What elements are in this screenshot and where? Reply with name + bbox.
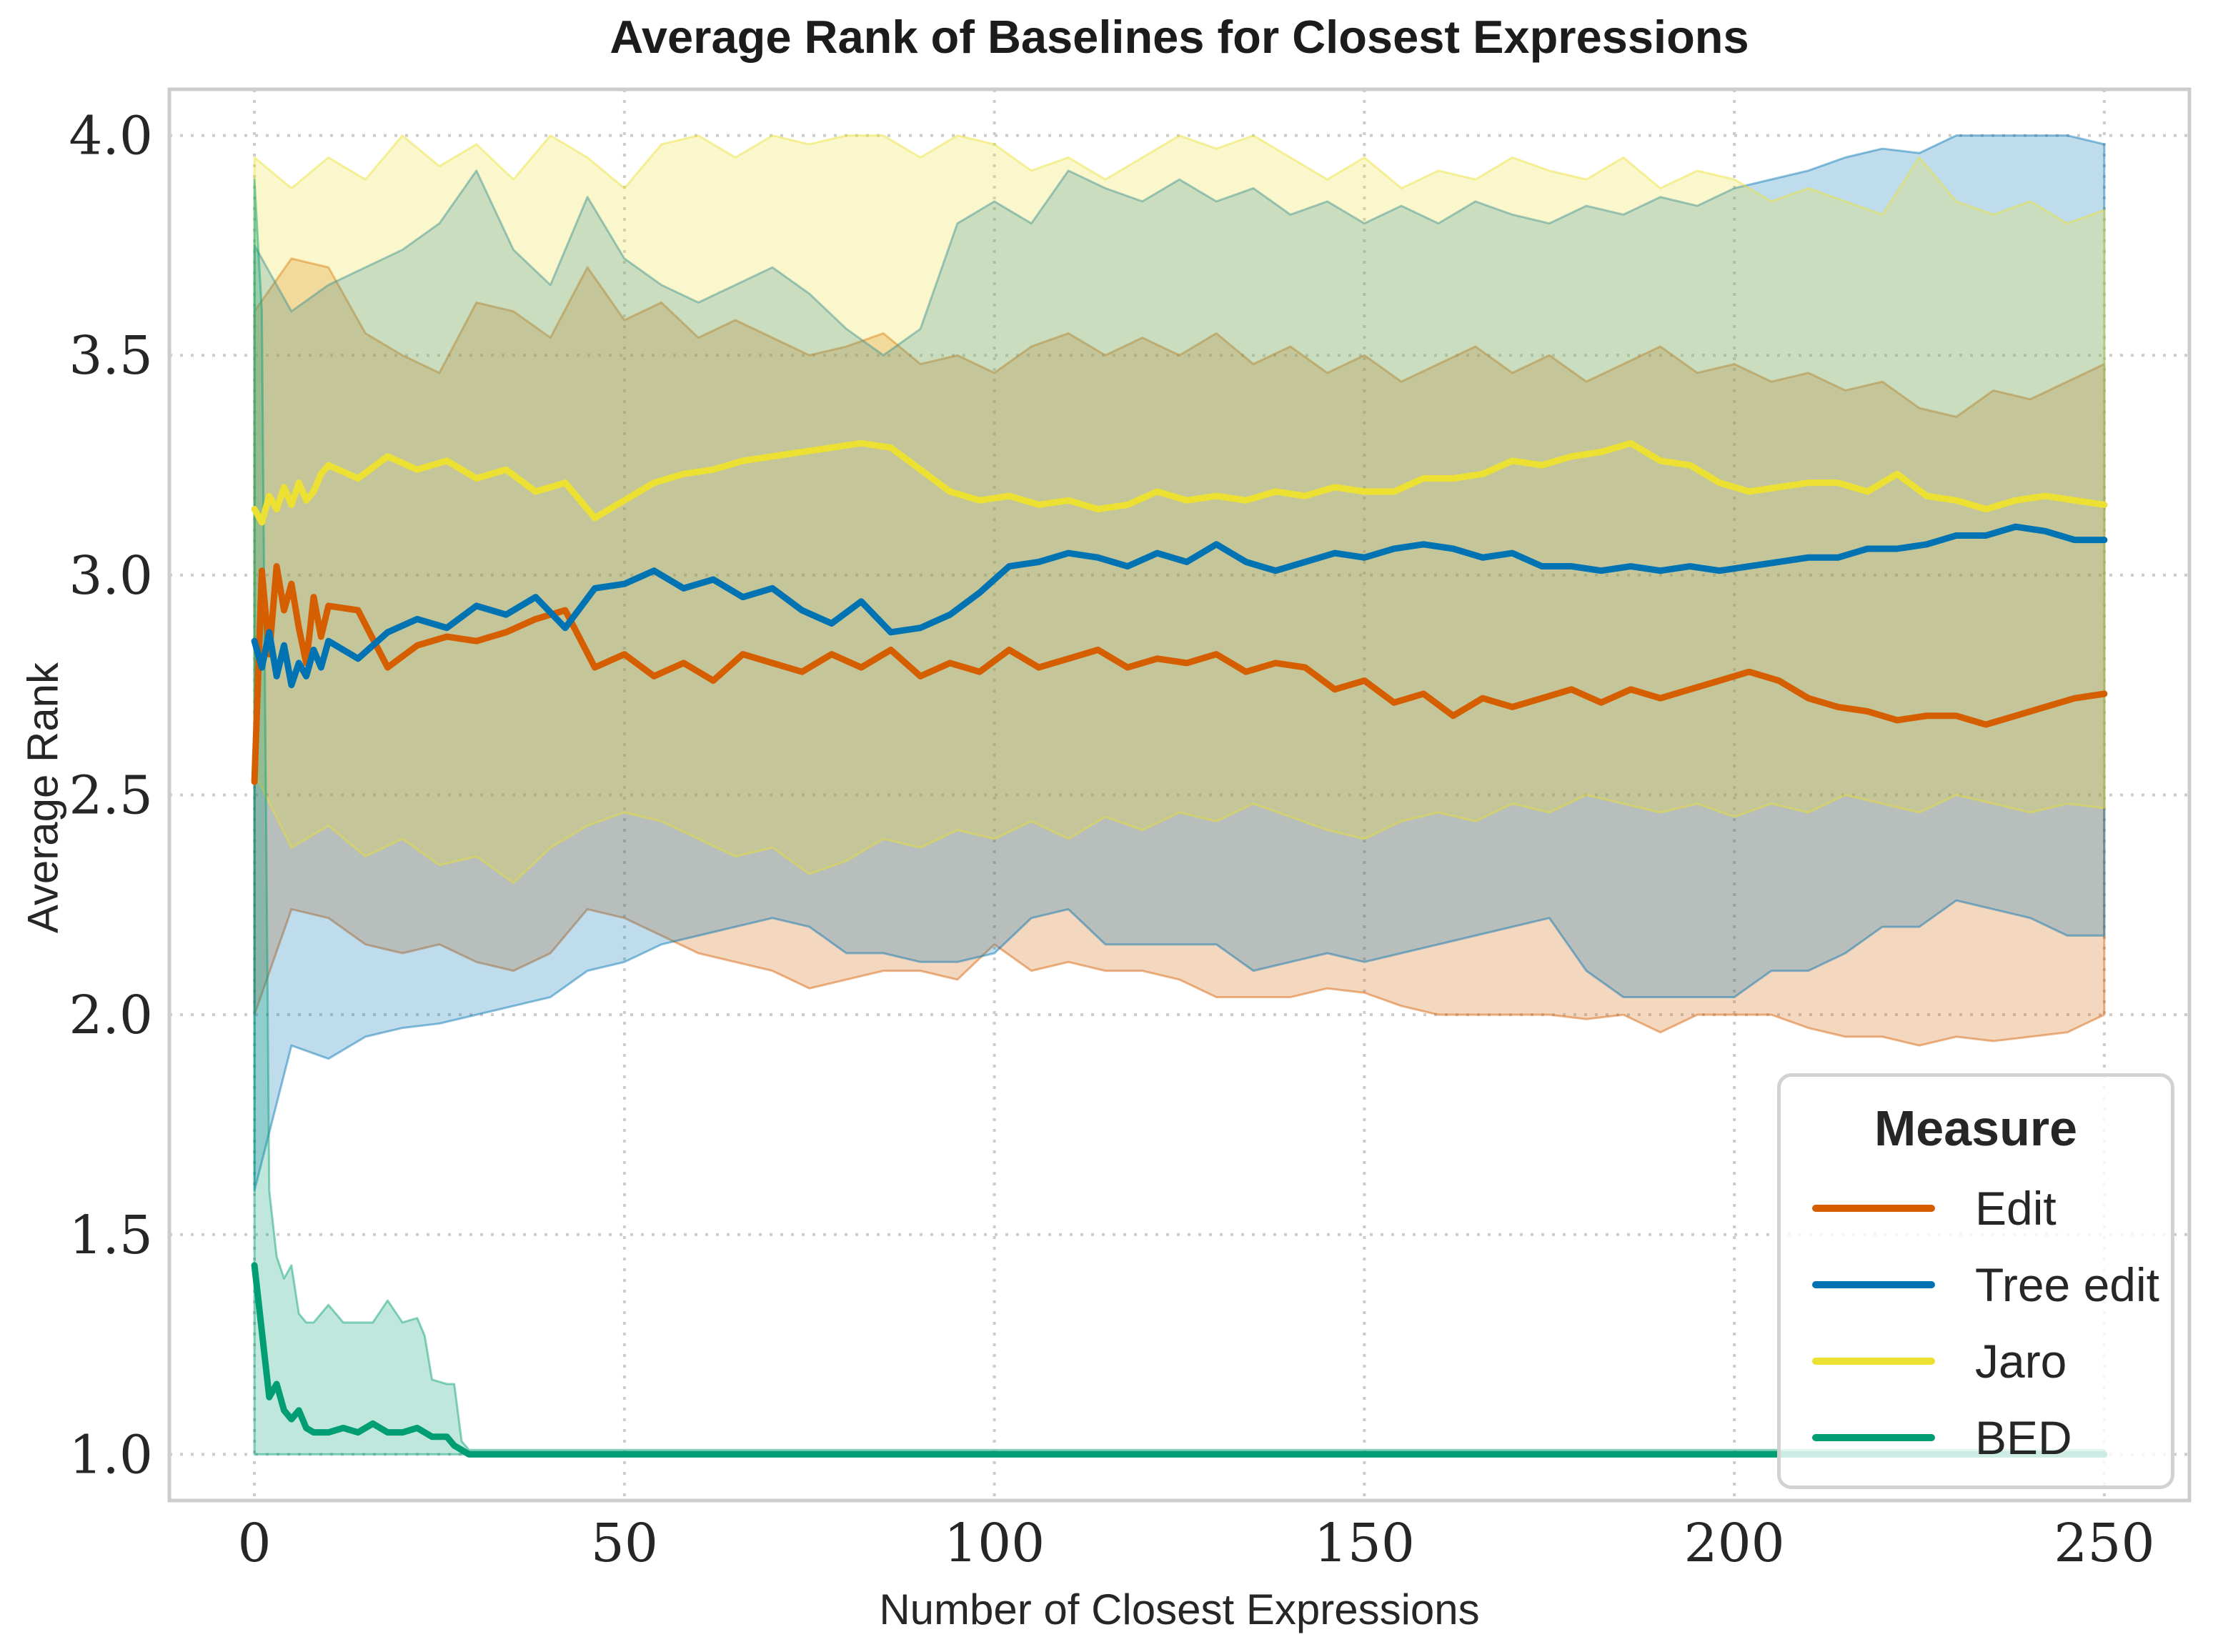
legend-rows: Edit Tree edit Jaro BED (1781, 1170, 2171, 1476)
y-tick-label: 2.0 (69, 985, 153, 1046)
x-tick-label: 150 (1314, 1513, 1415, 1574)
y-tick-label: 1.5 (69, 1205, 153, 1266)
legend-item-bed: BED (1781, 1399, 2171, 1476)
y-tick-label: 3.0 (69, 545, 153, 607)
confidence-bands (253, 134, 2106, 1456)
line-edit (251, 563, 2108, 785)
legend-item-jaro: Jaro (1781, 1323, 2171, 1399)
x-tick-label: 200 (1684, 1513, 1785, 1574)
legend-item-label: BED (1975, 1410, 2072, 1464)
line-tree-edit (251, 523, 2108, 689)
legend-item-label: Tree edit (1975, 1258, 2160, 1311)
legend-item-edit: Edit (1781, 1170, 2171, 1246)
band-edit (253, 257, 2106, 1047)
legend-line-swatch (1812, 1204, 1935, 1212)
y-tick-labels: 1.0 1.5 2.0 2.5 3.0 3.5 4.0 (69, 106, 153, 1486)
y-tick-label: 4.0 (69, 106, 153, 167)
y-tick-label: 2.5 (69, 765, 153, 827)
line-bed (251, 1262, 2108, 1458)
y-tick-label: 3.5 (69, 325, 153, 387)
legend-item-label: Jaro (1975, 1334, 2067, 1388)
legend-line-swatch (1812, 1433, 1935, 1441)
x-tick-label: 50 (591, 1513, 658, 1574)
legend-line-swatch (1812, 1357, 1935, 1365)
legend: Measure Edit Tree edit Jaro BED (1777, 1073, 2174, 1489)
line-jaro (251, 439, 2108, 526)
y-tick-label: 1.0 (69, 1424, 153, 1486)
legend-title: Measure (1874, 1100, 2078, 1156)
mean-lines (251, 439, 2108, 1458)
chart-title: Average Rank of Baselines for Closest Ex… (610, 11, 1749, 63)
x-tick-labels: 0 50 100 150 200 250 (238, 1513, 2155, 1574)
x-axis-label: Number of Closest Expressions (879, 1586, 1480, 1633)
axes-frame (167, 87, 2192, 1503)
x-tick-label: 0 (238, 1513, 272, 1574)
legend-item-label: Edit (1975, 1181, 2057, 1235)
y-axis-label: Average Rank (19, 662, 67, 934)
legend-line-swatch (1812, 1280, 1935, 1288)
legend-item-tree-edit: Tree edit (1781, 1246, 2171, 1323)
x-tick-label: 100 (944, 1513, 1045, 1574)
x-tick-label: 250 (2054, 1513, 2154, 1574)
band-jaro (253, 134, 2106, 885)
